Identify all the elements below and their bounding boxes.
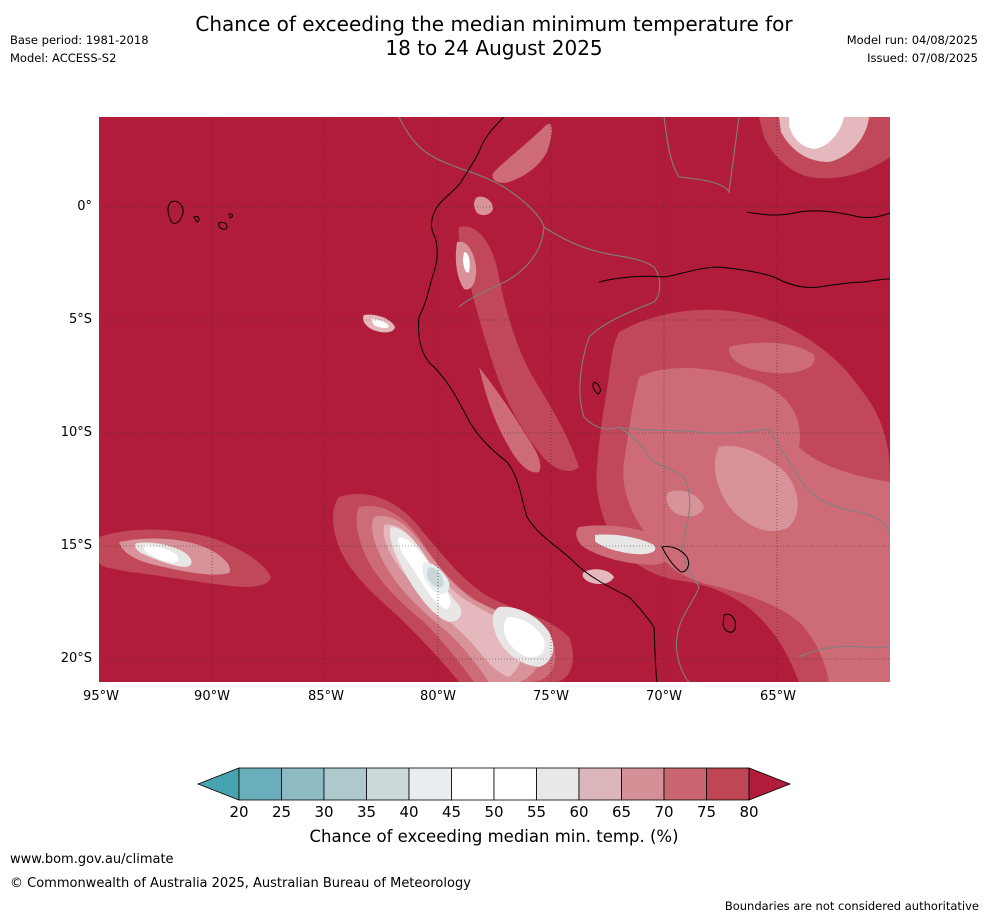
legend-tick-50: 50 [484,803,503,820]
legend-tick-80: 80 [739,803,758,820]
legend-tick-40: 40 [399,803,418,820]
lat-label-5s: 5°S [68,312,92,327]
legend-bin-50-55 [493,767,537,801]
legend-tick-75: 75 [697,803,716,820]
legend-bin-45-50 [451,767,495,801]
disclaimer-text: Boundaries are not considered authoritat… [724,899,979,913]
legend-bin-75-80 [706,767,750,801]
legend-arrow-high [748,767,792,801]
contour-50-patch-2s [463,252,470,273]
lon-label-85w: 85°W [308,689,344,704]
model-name: Model: ACCESS-S2 [10,51,117,65]
lon-label-95w: 95°W [83,689,119,704]
contour-70-coast [479,367,541,473]
legend-bin-40-45 [408,767,452,801]
legend-tick-45: 45 [442,803,461,820]
legend-bin-60-65 [578,767,622,801]
legend-tick-55: 55 [527,803,546,820]
legend-tick-25: 25 [272,803,291,820]
chart-title: Chance of exceeding the median minimum t… [0,12,988,60]
contour-65-patch-0 [474,196,493,216]
model-run: Model run: 04/08/2025 [846,33,978,47]
lat-label-15s: 15°S [60,538,92,553]
title-line-1: Chance of exceeding the median minimum t… [195,12,793,36]
legend-bin-30-35 [323,767,367,801]
graticule [99,117,890,682]
lon-label-90w: 90°W [194,689,230,704]
contour-60-patch-16s [582,569,614,585]
issued-date: Issued: 07/08/2025 [867,51,978,65]
legend-tick-70: 70 [654,803,673,820]
title-line-2: 18 to 24 August 2025 [385,36,603,60]
legend-tick-35: 35 [357,803,376,820]
lon-label-70w: 70°W [646,689,682,704]
contour-50-offshore-b [504,617,545,658]
legend-tick-65: 65 [612,803,631,820]
meta-left: Base period: 1981-2018 Model: ACCESS-S2 [10,31,149,67]
lat-label-20s: 20°S [60,651,92,666]
meta-right: Model run: 04/08/2025 Issued: 07/08/2025 [847,31,978,67]
contour-65-patch-13s [666,490,704,517]
contour-70-patch-n [492,123,552,183]
lon-label-65w: 65°W [760,689,796,704]
legend-tick-30: 30 [314,803,333,820]
contour-70-patch-ne [728,342,815,374]
country-borders [398,117,890,682]
lat-label-0: 0° [77,199,92,214]
legend-tick-60: 60 [569,803,588,820]
contour-50-patch-ne [789,117,844,149]
legend-bin-25-30 [281,767,325,801]
legend-bin-55-60 [536,767,580,801]
legend-tick-20: 20 [229,803,248,820]
legend-bin-70-75 [663,767,707,801]
contour-55-patch-15s [595,534,656,555]
legend-bin-65-70 [621,767,665,801]
contour-35-offshore [426,567,444,588]
copyright-text: © Commonwealth of Australia 2025, Austra… [10,876,471,891]
contour-75-coast [458,226,579,472]
lon-label-80w: 80°W [420,689,456,704]
legend-bin-20-25 [238,767,282,801]
lon-label-75w: 75°W [533,689,569,704]
legend-arrow-low [196,767,240,801]
legend-bin-35-40 [366,767,410,801]
coastline [167,117,890,682]
base-period: Base period: 1981-2018 [10,33,149,47]
legend-colorbar: 20 25 30 35 40 45 50 55 60 65 70 75 80 [196,767,792,820]
lat-label-10s: 10°S [60,425,92,440]
contour-50-patch-5s [371,319,389,329]
website-link[interactable]: www.bom.gov.au/climate [10,852,174,867]
probability-map [99,117,890,682]
contour-65-bolivia [714,446,798,532]
legend-title: Chance of exceeding median min. temp. (%… [309,827,679,846]
contour-50-west [144,545,179,563]
